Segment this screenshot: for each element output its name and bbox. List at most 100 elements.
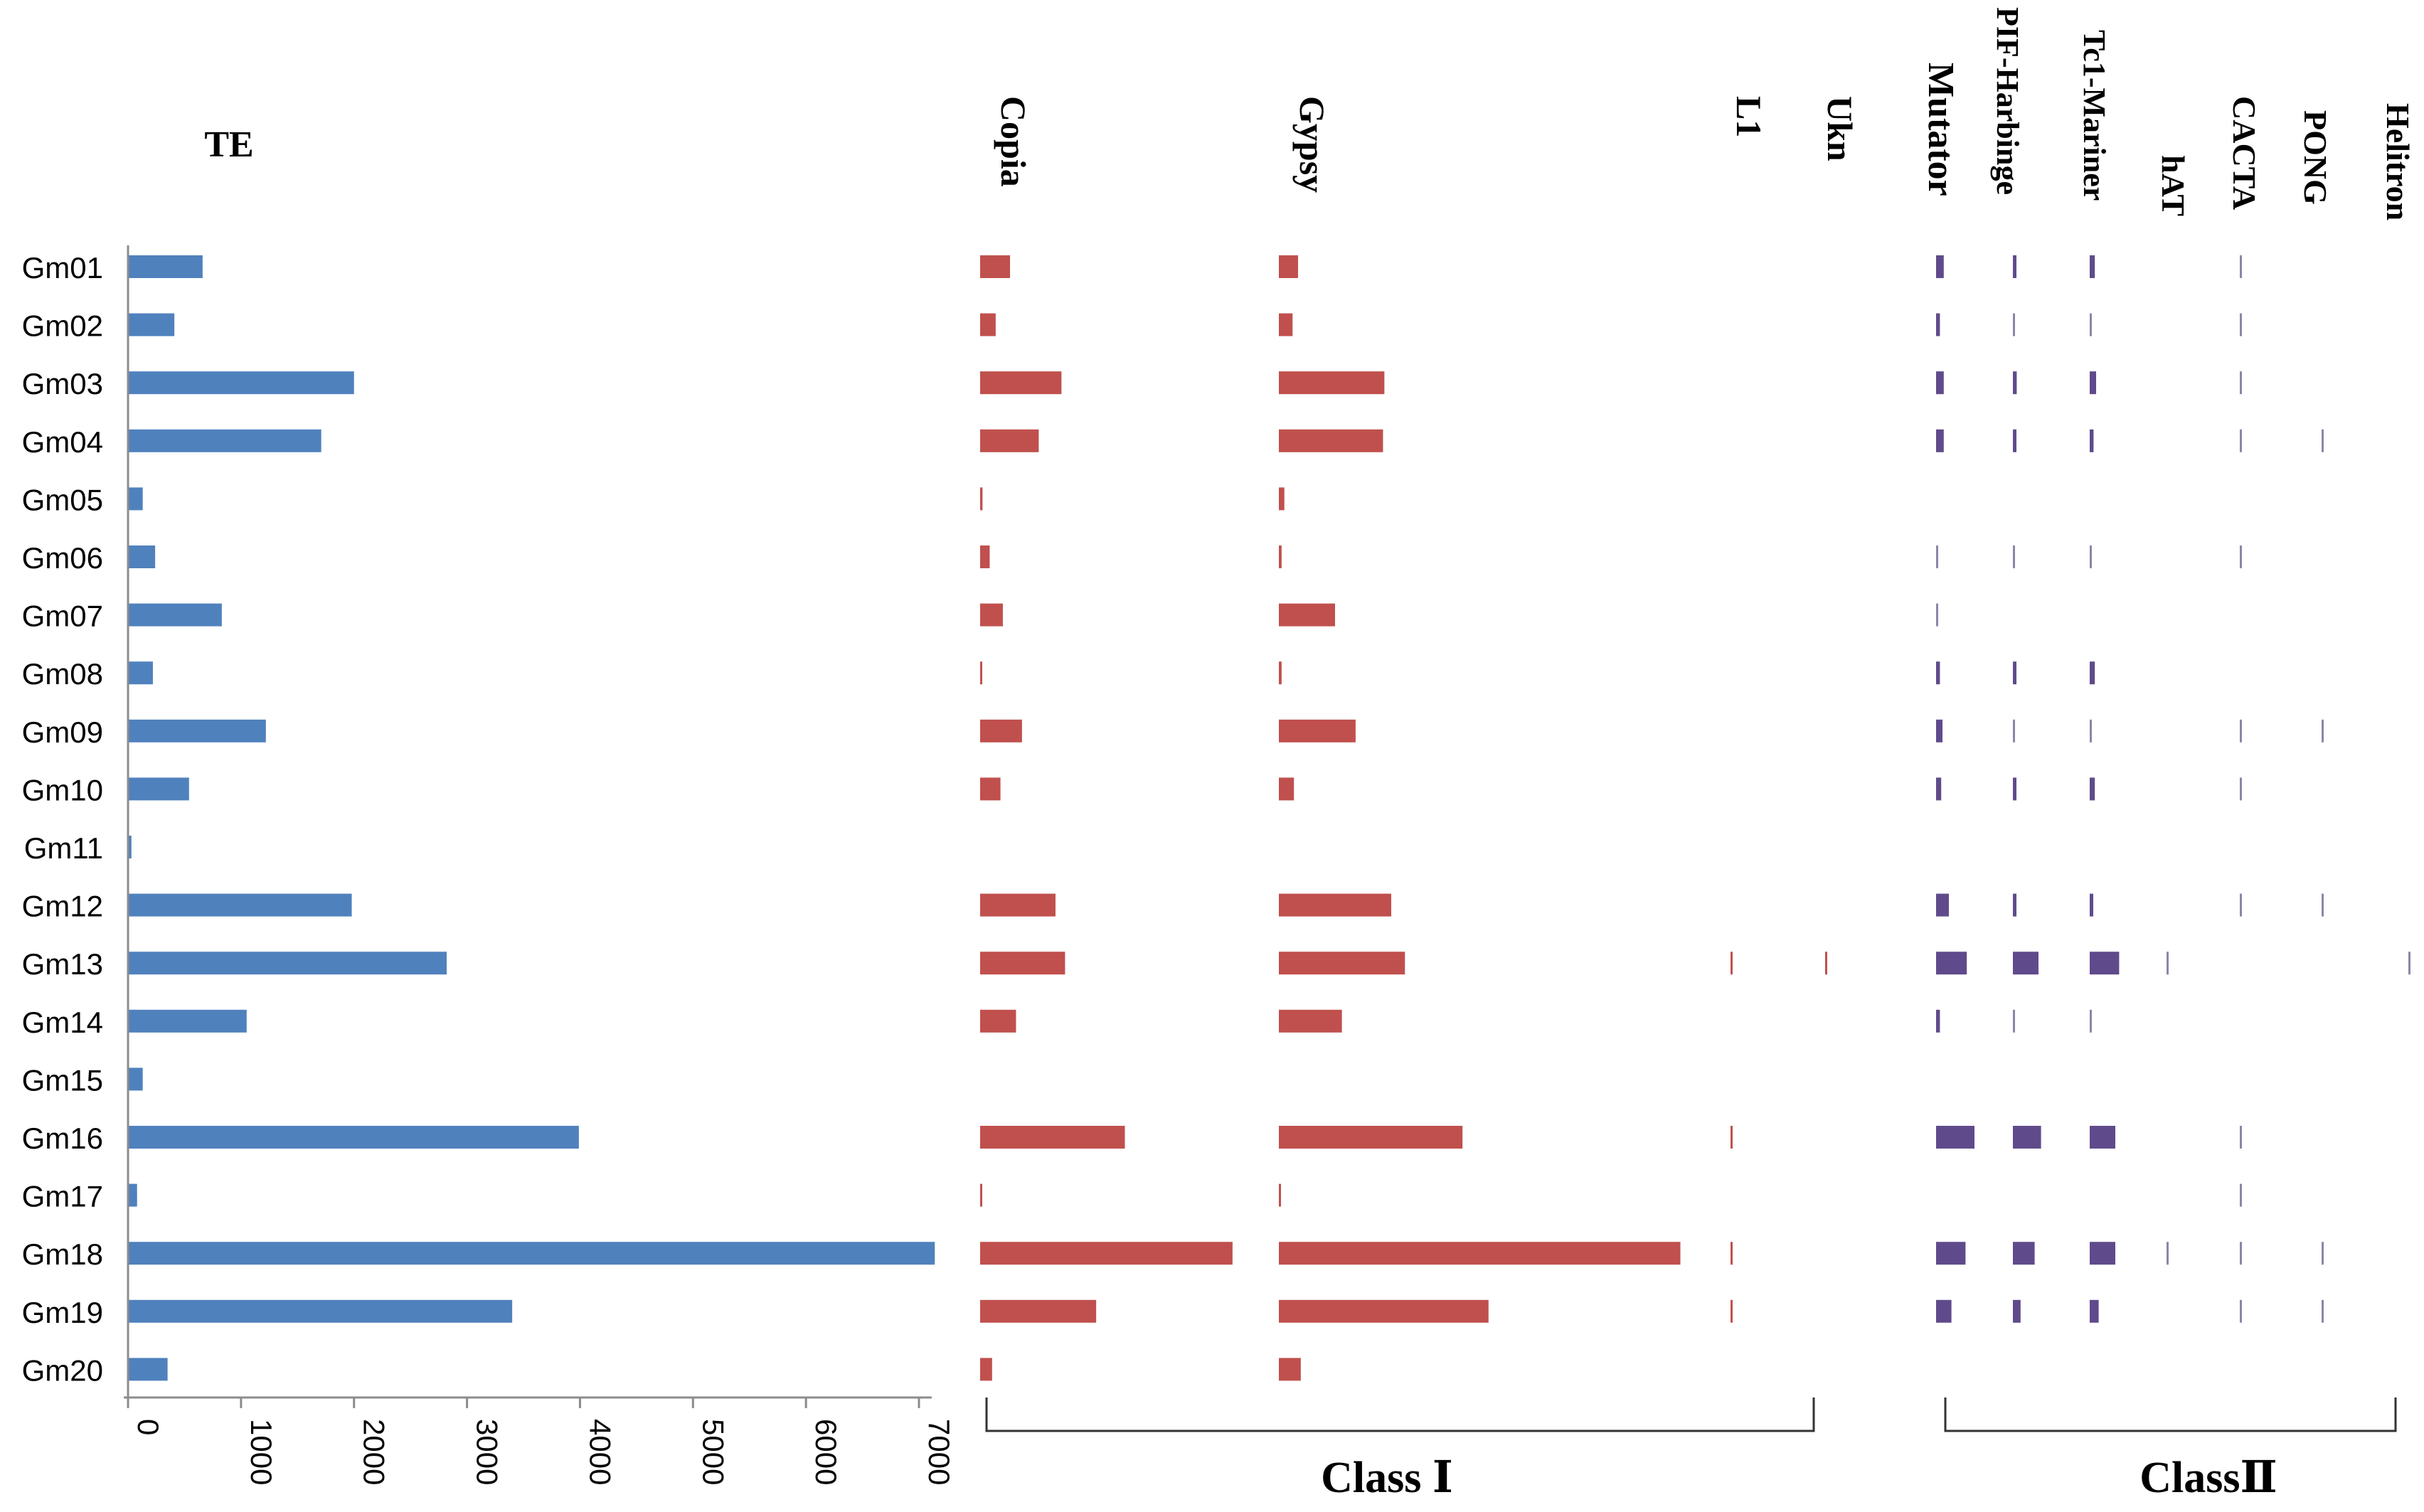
category-label-gm14: Gm14 — [22, 1006, 103, 1039]
class2-bracket — [1944, 1397, 2397, 1432]
class1-bar-gypsy-gm10 — [1279, 777, 1295, 801]
class2-bar-pif-harbinge-gm03 — [2013, 371, 2017, 395]
class1-bar-gypsy-gm05 — [1279, 487, 1285, 511]
te-bar-gm16 — [128, 1126, 579, 1149]
class2-bar-mutator-gm16 — [1936, 1126, 1974, 1149]
te-bar-gm17 — [128, 1183, 137, 1207]
te-bar-gm05 — [128, 487, 143, 511]
class2-bar-tc1-mariner-gm14 — [2090, 1009, 2092, 1033]
category-label-gm19: Gm19 — [22, 1296, 103, 1329]
class2-bar-hat-gm13 — [2167, 952, 2169, 975]
class1-bar-gypsy-gm12 — [1279, 893, 1391, 917]
class2-bar-tc1-mariner-gm04 — [2090, 429, 2094, 452]
class2-bar-pif-harbinge-gm06 — [2013, 545, 2015, 568]
class2-series-label-pif-harbinge: PIF-Harbinge — [1990, 7, 2025, 195]
class2-bar-mutator-gm02 — [1936, 313, 1940, 336]
te-bar-gm10 — [128, 777, 189, 801]
class1-bar-copia-gm02 — [980, 313, 996, 336]
class2-bar-tc1-mariner-gm16 — [2090, 1126, 2115, 1149]
class2-bar-mutator-gm12 — [1936, 893, 1949, 917]
te-bar-gm14 — [128, 1009, 247, 1033]
class1-bar-l1-gm19 — [1731, 1299, 1733, 1323]
class2-bar-cacta-gm18 — [2240, 1242, 2242, 1265]
class1-bar-l1-gm18 — [1731, 1242, 1733, 1265]
class2-series-label-helitron: Helitron — [2380, 103, 2416, 220]
class1-bar-copia-gm06 — [980, 545, 990, 568]
te-x-tick-label: 2000 — [358, 1419, 391, 1485]
class2-bar-pong-gm04 — [2322, 429, 2324, 452]
class2-bar-tc1-mariner-gm18 — [2090, 1242, 2115, 1265]
class1-bar-copia-gm07 — [980, 603, 1003, 627]
te-bar-gm13 — [128, 952, 447, 975]
category-label-gm10: Gm10 — [22, 773, 103, 806]
class2-bar-cacta-gm19 — [2240, 1299, 2242, 1323]
class1-bar-gypsy-gm09 — [1279, 719, 1356, 742]
class1-bracket — [985, 1397, 1815, 1432]
te-x-tick-label: 7000 — [923, 1419, 956, 1485]
te-bar-gm12 — [128, 893, 352, 917]
class1-bar-gypsy-gm13 — [1279, 952, 1405, 975]
te-bar-gm15 — [128, 1068, 143, 1091]
class1-bar-gypsy-gm14 — [1279, 1009, 1342, 1033]
class2-bar-helitron-gm13 — [2408, 952, 2410, 975]
class1-bar-copia-gm13 — [980, 952, 1065, 975]
te-bar-gm18 — [128, 1242, 935, 1265]
class1-bar-copia-gm01 — [980, 255, 1011, 278]
class1-bar-copia-gm04 — [980, 429, 1039, 452]
category-label-gm06: Gm06 — [22, 541, 103, 575]
class1-bar-gypsy-gm07 — [1279, 603, 1335, 627]
class2-series-label-pong: PONG — [2297, 110, 2334, 205]
class2-bar-pif-harbinge-gm02 — [2013, 313, 2015, 336]
te-bar-gm02 — [128, 313, 175, 336]
category-label-gm01: Gm01 — [22, 251, 103, 284]
te-x-tick-label: 6000 — [809, 1419, 843, 1485]
category-label-gm02: Gm02 — [22, 309, 103, 343]
class1-bar-gypsy-gm20 — [1279, 1358, 1301, 1381]
category-label-gm04: Gm04 — [22, 425, 103, 459]
class1-bar-gypsy-gm17 — [1279, 1183, 1281, 1207]
class1-series-label-l1: L1 — [1729, 96, 1769, 137]
category-label-gm18: Gm18 — [22, 1237, 103, 1271]
te-bar-gm07 — [128, 603, 222, 627]
class2-bar-mutator-gm13 — [1936, 952, 1967, 975]
class2-bar-pif-harbinge-gm01 — [2013, 255, 2016, 278]
class1-bar-gypsy-gm16 — [1279, 1126, 1463, 1149]
class1-bar-l1-gm13 — [1731, 952, 1733, 975]
category-label-gm20: Gm20 — [22, 1353, 103, 1387]
te-bar-gm03 — [128, 371, 354, 395]
class1-bar-copia-gm14 — [980, 1009, 1016, 1033]
class2-bar-tc1-mariner-gm10 — [2090, 777, 2095, 801]
class1-bar-gypsy-gm19 — [1279, 1299, 1489, 1323]
category-label-gm03: Gm03 — [22, 367, 103, 400]
class2-bar-cacta-gm10 — [2240, 777, 2242, 801]
class2-bar-mutator-gm07 — [1936, 603, 1938, 627]
class2-bar-mutator-gm10 — [1936, 777, 1942, 801]
class2-bar-cacta-gm01 — [2240, 255, 2242, 278]
class2-bar-tc1-mariner-gm01 — [2090, 255, 2095, 278]
class2-bar-tc1-mariner-gm08 — [2090, 661, 2095, 685]
class2-bar-pong-gm19 — [2322, 1299, 2324, 1323]
class2-bar-pong-gm12 — [2322, 893, 2324, 917]
class1-bar-copia-gm20 — [980, 1358, 992, 1381]
te-x-tick-label: 4000 — [583, 1419, 617, 1485]
te-bar-gm06 — [128, 545, 156, 568]
category-label-gm16: Gm16 — [22, 1122, 103, 1155]
class1-bar-copia-gm16 — [980, 1126, 1125, 1149]
class2-bar-cacta-gm02 — [2240, 313, 2242, 336]
class2-bar-tc1-mariner-gm12 — [2090, 893, 2093, 917]
class2-bar-pif-harbinge-gm16 — [2013, 1126, 2041, 1149]
class1-bar-copia-gm09 — [980, 719, 1022, 742]
class2-bar-cacta-gm03 — [2240, 371, 2242, 395]
class2-bar-pif-harbinge-gm12 — [2013, 893, 2016, 917]
class2-bar-cacta-gm17 — [2240, 1183, 2242, 1207]
class2-series-label-hat: hAT — [2155, 155, 2191, 216]
class2-bar-pong-gm18 — [2322, 1242, 2324, 1265]
class2-bar-cacta-gm04 — [2240, 429, 2242, 452]
class1-bar-gypsy-gm04 — [1279, 429, 1383, 452]
class2-bar-pif-harbinge-gm10 — [2013, 777, 2016, 801]
class1-bar-copia-gm12 — [980, 893, 1056, 917]
te-x-tick-label: 5000 — [696, 1419, 730, 1485]
te-x-tick-label: 1000 — [245, 1419, 278, 1485]
class1-bar-gypsy-gm01 — [1279, 255, 1298, 278]
